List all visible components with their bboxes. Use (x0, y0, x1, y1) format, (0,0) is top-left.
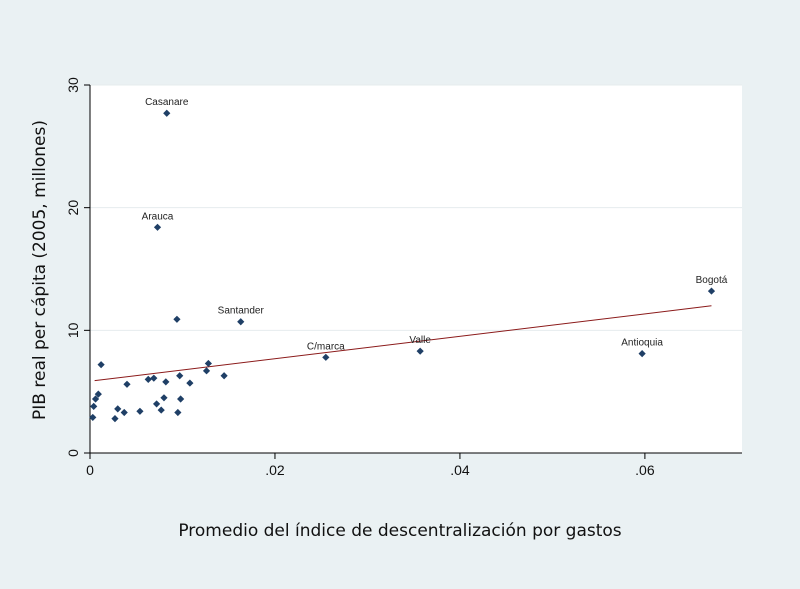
data-point (157, 406, 165, 414)
point-label: C/marca (307, 341, 345, 352)
x-tick-label: 0 (86, 462, 94, 478)
x-tick-label: .02 (265, 462, 285, 478)
x-tick-label: .06 (635, 462, 655, 478)
data-point (322, 353, 330, 361)
point-label: Bogotá (696, 275, 728, 286)
data-point (91, 395, 100, 403)
data-point (163, 109, 171, 117)
x-axis-title: Promedio del índice de descentralización… (178, 521, 622, 541)
data-point (114, 405, 122, 413)
data-point (90, 402, 98, 410)
data-point (174, 408, 182, 417)
y-tick-label: 20 (65, 200, 81, 216)
data-point (162, 378, 170, 386)
point-label: Santander (218, 306, 265, 317)
data-point (120, 408, 128, 417)
point-label: Casanare (145, 97, 189, 108)
y-tick-label: 30 (65, 77, 81, 93)
data-point (94, 390, 102, 398)
data-point (136, 407, 144, 415)
data-point (150, 374, 158, 382)
data-point (153, 223, 162, 231)
point-label: Arauca (142, 211, 174, 222)
data-point (123, 380, 131, 388)
data-point (111, 415, 119, 423)
data-point (160, 394, 168, 402)
plot-area (90, 85, 742, 453)
point-label: Antioquia (621, 338, 663, 349)
data-point (220, 372, 228, 380)
data-point (89, 413, 97, 422)
data-point (173, 315, 181, 323)
data-point (177, 395, 185, 403)
data-point (97, 361, 105, 369)
data-point (707, 287, 716, 295)
x-tick-label: .04 (450, 462, 470, 478)
data-point (638, 350, 646, 358)
data-point (237, 318, 245, 326)
y-tick-label: 0 (65, 449, 81, 457)
point-label: Valle (409, 335, 431, 346)
data-point (186, 379, 194, 387)
data-point (416, 347, 424, 355)
data-point (202, 367, 211, 375)
data-point (152, 400, 161, 408)
data-point (204, 359, 212, 368)
y-tick-label: 10 (65, 322, 81, 338)
fit-line (94, 305, 712, 382)
data-point (176, 372, 184, 380)
data-point (144, 375, 152, 383)
y-axis-title: PIB real per cápita (2005, millones) (30, 120, 50, 420)
